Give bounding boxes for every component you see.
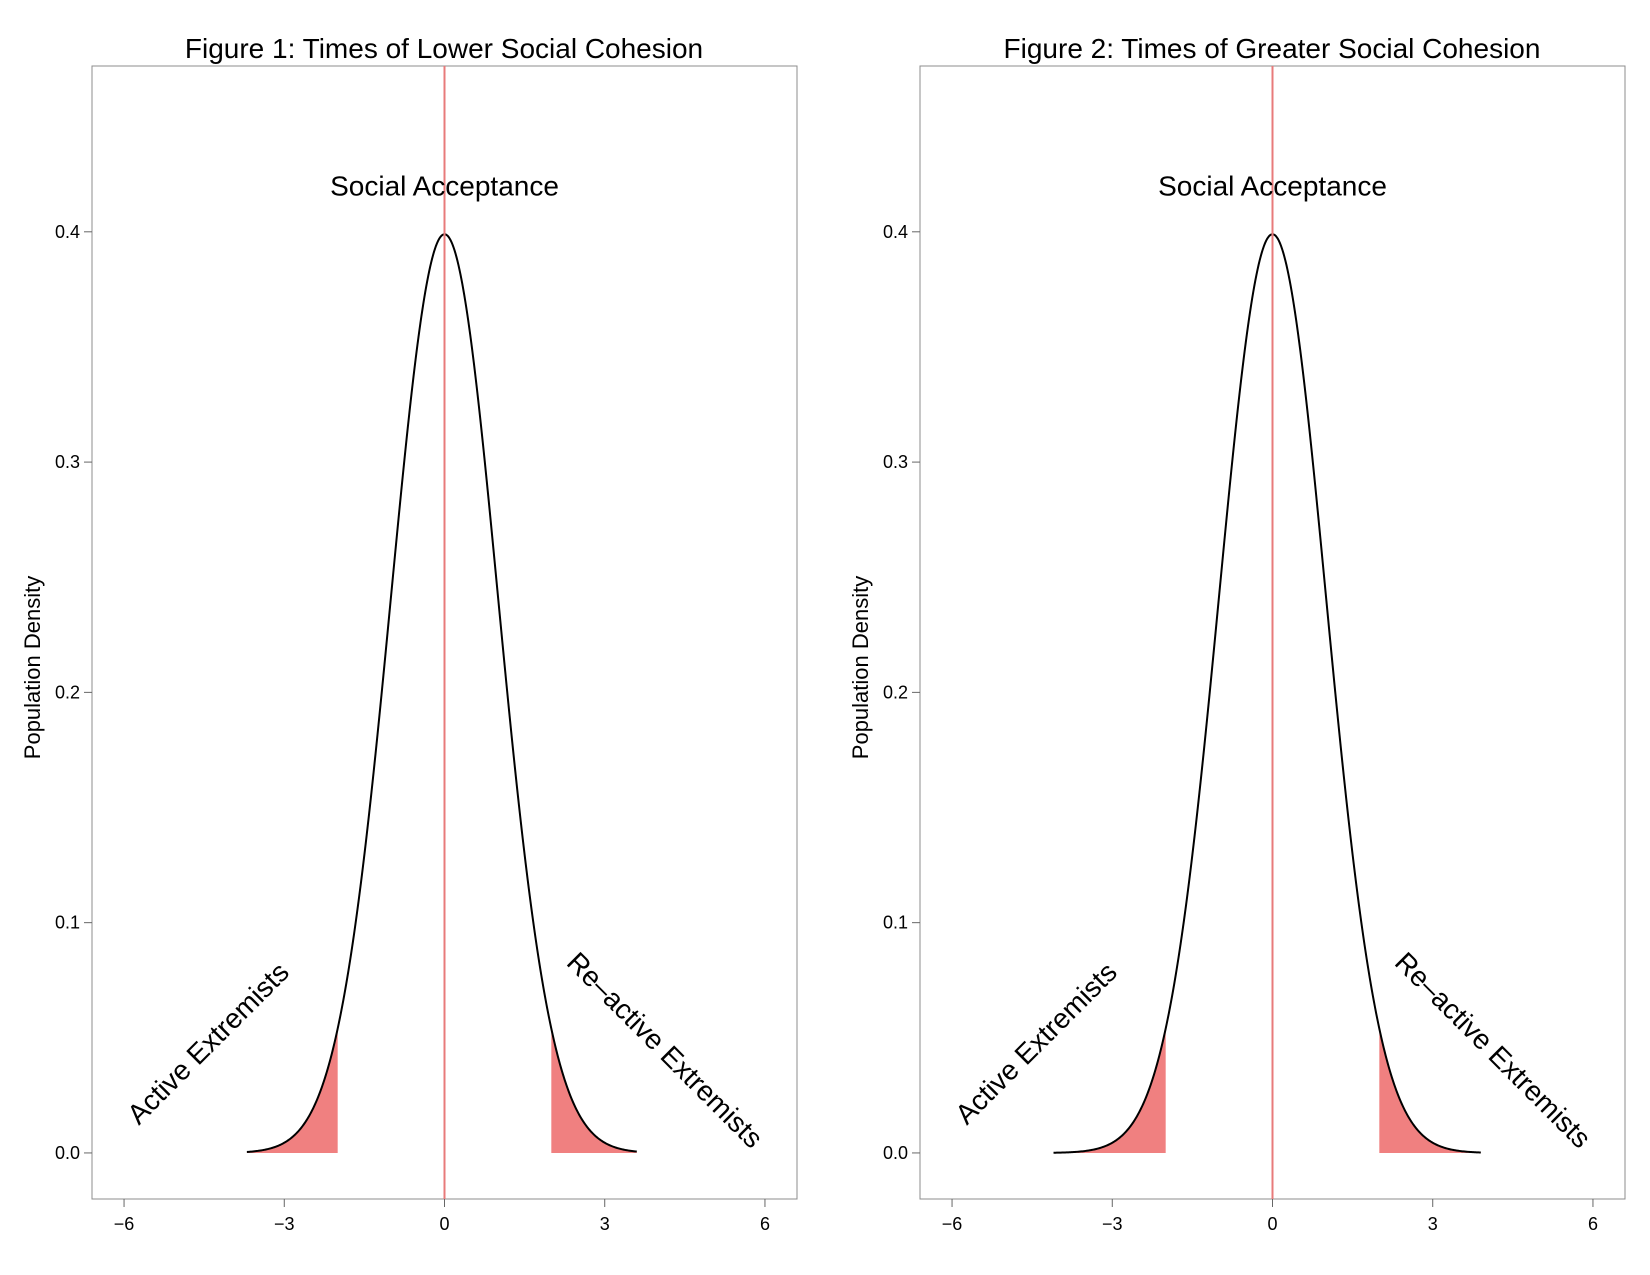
- chart-title: Figure 2: Times of Greater Social Cohesi…: [1004, 33, 1541, 64]
- x-tick-label: 6: [760, 1214, 770, 1234]
- x-tick-label: 3: [600, 1214, 610, 1234]
- annotation-label: Active Extremists: [121, 956, 295, 1130]
- shaded-tail-region: [551, 1028, 637, 1153]
- shaded-tail-region: [1379, 1028, 1481, 1153]
- y-tick-label: 0.0: [55, 1143, 80, 1163]
- density-curve-line: [1053, 233, 1481, 1154]
- annotation-label: Social Acceptance: [330, 170, 559, 201]
- y-tick-label: 0.1: [55, 913, 80, 933]
- annotation-label: Re–active Extremists: [1389, 946, 1597, 1154]
- chart-title: Figure 1: Times of Lower Social Cohesion: [185, 33, 703, 64]
- shaded-tail-region: [246, 1028, 338, 1153]
- x-tick-label: 3: [1428, 1214, 1438, 1234]
- x-tick-label: −3: [274, 1214, 295, 1234]
- x-tick-label: 0: [1267, 1214, 1277, 1234]
- x-tick-label: 6: [1588, 1214, 1598, 1234]
- x-tick-label: −6: [114, 1214, 135, 1234]
- y-tick-label: 0.2: [883, 682, 908, 702]
- chart-panel-1: Figure 1: Times of Lower Social Cohesion…: [20, 33, 798, 1234]
- x-tick-label: −3: [1102, 1214, 1123, 1234]
- y-tick-label: 0.4: [55, 222, 80, 242]
- y-axis-label: Population Density: [20, 576, 45, 759]
- density-curve-line: [246, 233, 637, 1153]
- annotation-label: Social Acceptance: [1158, 170, 1387, 201]
- annotation-label: Re–active Extremists: [561, 946, 769, 1154]
- y-axis-label: Population Density: [848, 576, 873, 759]
- x-tick-label: 0: [439, 1214, 449, 1234]
- y-tick-label: 0.0: [883, 1143, 908, 1163]
- y-tick-label: 0.3: [883, 452, 908, 472]
- y-tick-label: 0.3: [55, 452, 80, 472]
- y-tick-label: 0.4: [883, 222, 908, 242]
- chart-panel-2: Figure 2: Times of Greater Social Cohesi…: [848, 33, 1626, 1234]
- x-tick-label: −6: [942, 1214, 963, 1234]
- y-tick-label: 0.1: [883, 913, 908, 933]
- y-tick-label: 0.2: [55, 682, 80, 702]
- annotation-label: Active Extremists: [949, 956, 1123, 1130]
- shaded-tail-region: [1053, 1028, 1166, 1153]
